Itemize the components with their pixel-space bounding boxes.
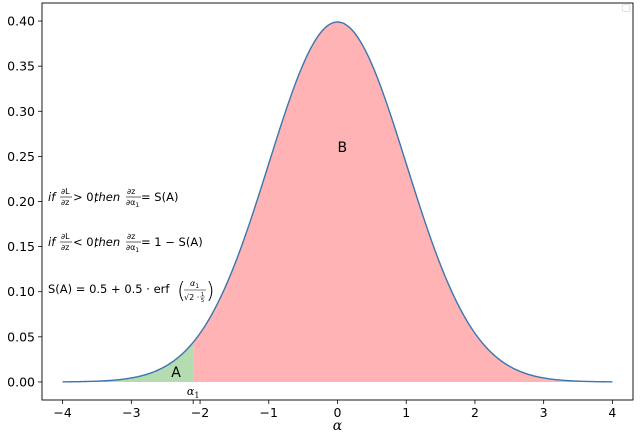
y-axis: 0.00 0.05 0.10 0.15 0.20 0.25 0.30 0.35 0.40 (7, 14, 42, 389)
svg-text:S(A) = 0.5 + 0.5 · erf: S(A) = 0.5 + 0.5 · erf (48, 282, 170, 296)
svg-text:√2 ·: √2 · (184, 293, 199, 302)
svg-text:1: 1 (201, 292, 204, 298)
svg-text:> 0,: > 0, (73, 190, 97, 204)
density-curve (62, 21, 613, 383)
svg-text:if: if (48, 190, 57, 204)
svg-text:if: if (48, 235, 57, 249)
svg-text:∂z: ∂z (61, 243, 69, 252)
y-tick-label: 0.20 (7, 194, 35, 209)
x-tick-label: 0 (334, 405, 342, 420)
svg-text:then: then (94, 190, 120, 204)
corner-button[interactable] (622, 4, 630, 12)
x-axis-title: α (333, 418, 343, 432)
annotation-line-1: if ∂L ∂z > 0, then ∂z ∂α1 = S(A) (48, 187, 178, 209)
svg-text:∂α1: ∂α1 (126, 198, 139, 209)
svg-text:< 0,: < 0, (73, 235, 97, 249)
svg-text:then: then (94, 235, 120, 249)
svg-text:∂z: ∂z (61, 198, 69, 207)
region-b-fill (193, 22, 613, 382)
x-axis: −4 −3 −2 −1 0 1 2 3 4 (53, 400, 616, 420)
x-tick-label: −3 (122, 405, 140, 420)
svg-text:∂L: ∂L (61, 232, 70, 241)
y-tick-label: 0.35 (7, 59, 35, 74)
svg-text:∂α1: ∂α1 (126, 243, 139, 254)
region-b-label: B (338, 140, 348, 156)
svg-text:α1: α1 (190, 279, 199, 290)
svg-text:): ) (206, 279, 215, 304)
svg-text:= S(A): = S(A) (141, 190, 178, 204)
y-tick-label: 0.00 (7, 374, 35, 389)
x-tick-label: 3 (540, 405, 548, 420)
y-tick-label: 0.25 (7, 149, 35, 164)
x-tick-label: −2 (191, 405, 209, 420)
annotation-line-3: S(A) = 0.5 + 0.5 · erf ( α1 √2 · 1 5 ) (48, 279, 215, 304)
x-tick-label: −4 (53, 405, 71, 420)
region-a-fill (62, 342, 194, 382)
y-tick-label: 0.40 (7, 14, 35, 29)
x-tick-label: 4 (608, 405, 616, 420)
y-tick-label: 0.05 (7, 329, 35, 344)
x-tick-label: −1 (260, 405, 278, 420)
region-a-label: A (171, 365, 181, 381)
alpha1-label: α1 (187, 385, 200, 400)
x-tick-label: 1 (402, 405, 410, 420)
svg-text:5: 5 (201, 298, 204, 304)
svg-text:∂z: ∂z (127, 232, 135, 241)
y-tick-label: 0.10 (7, 284, 35, 299)
svg-text:∂L: ∂L (61, 187, 70, 196)
svg-text:(: ( (177, 279, 186, 304)
x-tick-label: 2 (471, 405, 479, 420)
y-tick-label: 0.30 (7, 104, 35, 119)
svg-text:∂z: ∂z (127, 187, 135, 196)
svg-text:= 1 − S(A): = 1 − S(A) (141, 235, 203, 249)
y-tick-label: 0.15 (7, 239, 35, 254)
annotation-line-2: if ∂L ∂z < 0, then ∂z ∂α1 = 1 − S(A) (48, 232, 203, 254)
